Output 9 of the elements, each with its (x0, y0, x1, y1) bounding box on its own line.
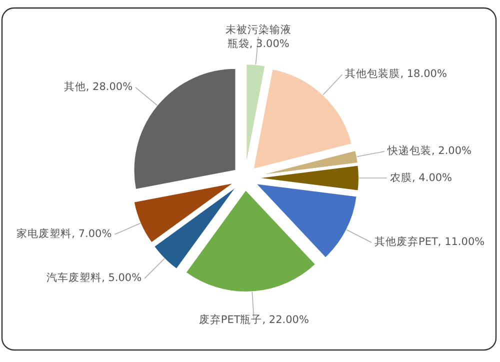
slice-label: 快递包装, 2.00% (387, 144, 472, 158)
slice-label: 废弃PET瓶子, 22.00% (198, 312, 310, 327)
slice-label: 其他, 28.00% (64, 80, 133, 94)
slice-label: 其他包装膜, 18.00% (345, 67, 447, 82)
slice-label: 家电废塑料, 7.00% (16, 227, 112, 242)
slice-label: 农膜, 4.00% (390, 171, 452, 185)
slice-label: 其他废弃PET, 11.00% (374, 235, 485, 250)
slice-label: 汽车废塑料, 5.00% (46, 271, 142, 286)
slice-label: 未被污染输液瓶袋, 3.00% (224, 22, 292, 51)
